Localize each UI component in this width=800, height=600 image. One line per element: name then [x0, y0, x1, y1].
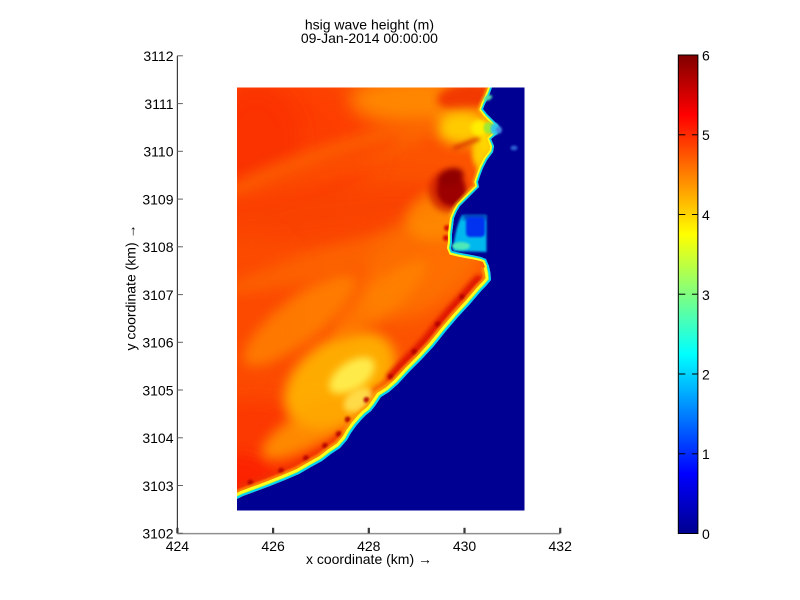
svg-text:3111: 3111 [144, 96, 173, 112]
svg-text:5: 5 [702, 127, 710, 143]
svg-text:3109: 3109 [142, 191, 173, 207]
svg-text:y coordinate (km) →: y coordinate (km) → [123, 224, 139, 350]
svg-text:3108: 3108 [142, 239, 173, 255]
svg-text:3: 3 [702, 287, 710, 303]
svg-text:424: 424 [166, 538, 190, 554]
svg-text:3104: 3104 [142, 430, 173, 446]
svg-text:426: 426 [261, 538, 285, 554]
svg-text:4: 4 [702, 207, 710, 223]
svg-text:3110: 3110 [143, 144, 173, 160]
svg-text:432: 432 [549, 538, 573, 554]
svg-text:428: 428 [357, 538, 381, 554]
svg-text:3107: 3107 [142, 287, 173, 303]
svg-text:09-Jan-2014 00:00:00: 09-Jan-2014 00:00:00 [301, 30, 438, 46]
svg-text:1: 1 [702, 446, 710, 462]
svg-text:2: 2 [702, 367, 710, 383]
svg-text:3102: 3102 [142, 526, 173, 542]
svg-text:3105: 3105 [142, 382, 173, 398]
svg-text:3103: 3103 [142, 478, 173, 494]
svg-text:430: 430 [453, 538, 477, 554]
svg-text:6: 6 [702, 48, 710, 64]
svg-text:3112: 3112 [143, 48, 173, 64]
svg-text:hsig wave height (m): hsig wave height (m) [305, 17, 434, 33]
svg-text:x coordinate (km) →: x coordinate (km) → [306, 551, 432, 567]
svg-text:0: 0 [702, 526, 710, 542]
svg-text:3106: 3106 [142, 335, 173, 351]
